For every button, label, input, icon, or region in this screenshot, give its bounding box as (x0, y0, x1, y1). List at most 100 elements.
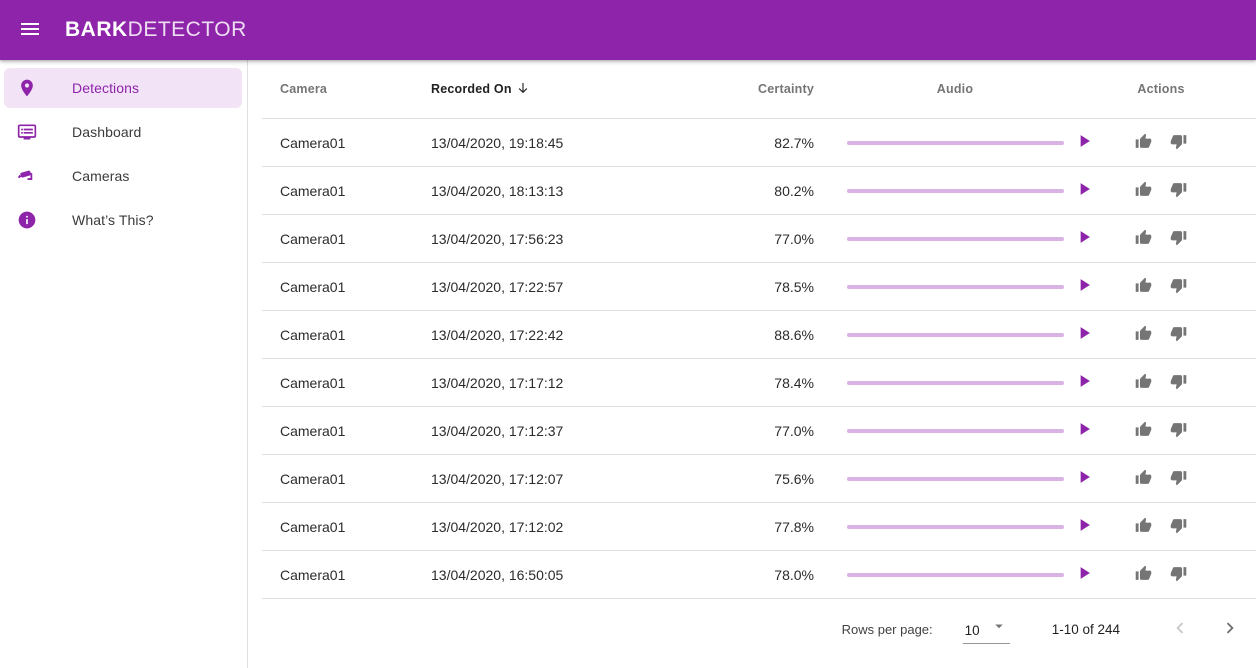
thumbs-down-button[interactable] (1167, 515, 1191, 539)
play-audio-button[interactable] (1072, 467, 1096, 491)
thumbs-down-icon (1170, 325, 1187, 345)
actions-cell (1096, 275, 1226, 299)
audio-seek-bar[interactable] (847, 236, 1064, 241)
rows-per-page-label: Rows per page: (841, 622, 933, 637)
column-header-camera[interactable]: Camera (280, 82, 328, 96)
thumbs-down-icon (1170, 229, 1187, 249)
previous-page-button[interactable] (1166, 616, 1194, 644)
table-row[interactable]: Camera01 13/04/2020, 17:17:12 78.4% (262, 359, 1256, 407)
audio-seek-bar[interactable] (847, 572, 1064, 577)
thumbs-down-button[interactable] (1167, 131, 1191, 155)
audio-seek-bar[interactable] (847, 188, 1064, 193)
thumbs-down-button[interactable] (1167, 419, 1191, 443)
play-audio-button[interactable] (1072, 563, 1096, 587)
rows-per-page-select[interactable]: 10 (962, 615, 1010, 644)
next-page-button[interactable] (1216, 616, 1244, 644)
location-pin-icon (15, 76, 39, 100)
sidebar-item-detections[interactable]: Detections (4, 68, 242, 108)
column-header-recorded-on[interactable]: Recorded On (431, 80, 716, 99)
thumbs-up-button[interactable] (1132, 515, 1156, 539)
actions-cell (1096, 515, 1226, 539)
sidebar-item-label: Detections (72, 80, 140, 96)
column-header-audio[interactable]: Audio (936, 82, 974, 96)
dropdown-caret-icon (990, 617, 1008, 638)
sidebar-item-label: What’s This? (72, 212, 154, 228)
table-row[interactable]: Camera01 13/04/2020, 17:22:42 88.6% (262, 311, 1256, 359)
play-icon (1074, 467, 1094, 490)
audio-seek-bar[interactable] (847, 332, 1064, 337)
thumbs-down-button[interactable] (1167, 467, 1191, 491)
certainty-cell: 77.0% (774, 230, 814, 247)
thumbs-down-button[interactable] (1167, 179, 1191, 203)
thumbs-down-button[interactable] (1167, 371, 1191, 395)
audio-cell (814, 467, 1096, 491)
camera-cell: Camera01 (280, 230, 346, 247)
play-audio-button[interactable] (1072, 419, 1096, 443)
audio-cell (814, 371, 1096, 395)
recorded-on-cell: 13/04/2020, 19:18:45 (431, 134, 564, 151)
thumbs-down-icon (1170, 469, 1187, 489)
audio-seek-bar[interactable] (847, 476, 1064, 481)
thumbs-up-icon (1135, 517, 1152, 537)
table-row[interactable]: Camera01 13/04/2020, 17:56:23 77.0% (262, 215, 1256, 263)
play-audio-button[interactable] (1072, 371, 1096, 395)
audio-cell (814, 563, 1096, 587)
play-audio-button[interactable] (1072, 179, 1096, 203)
table-row[interactable]: Camera01 13/04/2020, 17:12:37 77.0% (262, 407, 1256, 455)
table-row[interactable]: Camera01 13/04/2020, 18:13:13 80.2% (262, 167, 1256, 215)
thumbs-up-icon (1135, 133, 1152, 153)
play-audio-button[interactable] (1072, 227, 1096, 251)
audio-seek-bar[interactable] (847, 140, 1064, 145)
certainty-cell: 75.6% (774, 470, 814, 487)
thumbs-down-button[interactable] (1167, 323, 1191, 347)
audio-cell (814, 515, 1096, 539)
dashboard-monitor-icon (15, 120, 39, 144)
column-header-actions[interactable]: Actions (1137, 82, 1185, 96)
thumbs-up-button[interactable] (1132, 467, 1156, 491)
table-row[interactable]: Camera01 13/04/2020, 16:50:05 78.0% (262, 551, 1256, 599)
sidebar-item-dashboard[interactable]: Dashboard (4, 112, 242, 152)
table-row[interactable]: Camera01 13/04/2020, 17:12:07 75.6% (262, 455, 1256, 503)
thumbs-up-icon (1135, 373, 1152, 393)
thumbs-down-button[interactable] (1167, 563, 1191, 587)
audio-seek-bar[interactable] (847, 524, 1064, 529)
camera-cell: Camera01 (280, 278, 346, 295)
thumbs-up-button[interactable] (1132, 419, 1156, 443)
actions-cell (1096, 323, 1226, 347)
table-row[interactable]: Camera01 13/04/2020, 17:22:57 78.5% (262, 263, 1256, 311)
thumbs-down-button[interactable] (1167, 275, 1191, 299)
play-audio-button[interactable] (1072, 275, 1096, 299)
table-row[interactable]: Camera01 13/04/2020, 19:18:45 82.7% (262, 119, 1256, 167)
play-icon (1074, 515, 1094, 538)
sidebar-item-label: Cameras (72, 168, 130, 184)
recorded-on-cell: 13/04/2020, 16:50:05 (431, 566, 564, 583)
thumbs-up-button[interactable] (1132, 323, 1156, 347)
play-audio-button[interactable] (1072, 131, 1096, 155)
audio-seek-bar[interactable] (847, 380, 1064, 385)
certainty-cell: 88.6% (774, 326, 814, 343)
thumbs-down-button[interactable] (1167, 227, 1191, 251)
sidebar: Detections Dashboard Cameras (0, 60, 248, 668)
play-icon (1074, 179, 1094, 202)
thumbs-up-button[interactable] (1132, 371, 1156, 395)
app-title: BARKDETECTOR (65, 18, 247, 42)
audio-seek-bar[interactable] (847, 284, 1064, 289)
audio-seek-bar[interactable] (847, 428, 1064, 433)
thumbs-up-button[interactable] (1132, 131, 1156, 155)
sidebar-item-cameras[interactable]: Cameras (4, 156, 242, 196)
thumbs-down-icon (1170, 421, 1187, 441)
thumbs-up-button[interactable] (1132, 275, 1156, 299)
table-row[interactable]: Camera01 13/04/2020, 17:12:02 77.8% (262, 503, 1256, 551)
camera-cell: Camera01 (280, 566, 346, 583)
hamburger-menu-button[interactable] (12, 12, 48, 48)
thumbs-up-button[interactable] (1132, 227, 1156, 251)
camera-cell: Camera01 (280, 422, 346, 439)
play-audio-button[interactable] (1072, 515, 1096, 539)
thumbs-up-button[interactable] (1132, 563, 1156, 587)
play-audio-button[interactable] (1072, 323, 1096, 347)
certainty-cell: 78.4% (774, 374, 814, 391)
play-icon (1074, 323, 1094, 346)
thumbs-up-button[interactable] (1132, 179, 1156, 203)
sidebar-item-whats-this[interactable]: What’s This? (4, 200, 242, 240)
column-header-certainty[interactable]: Certainty (758, 82, 814, 96)
